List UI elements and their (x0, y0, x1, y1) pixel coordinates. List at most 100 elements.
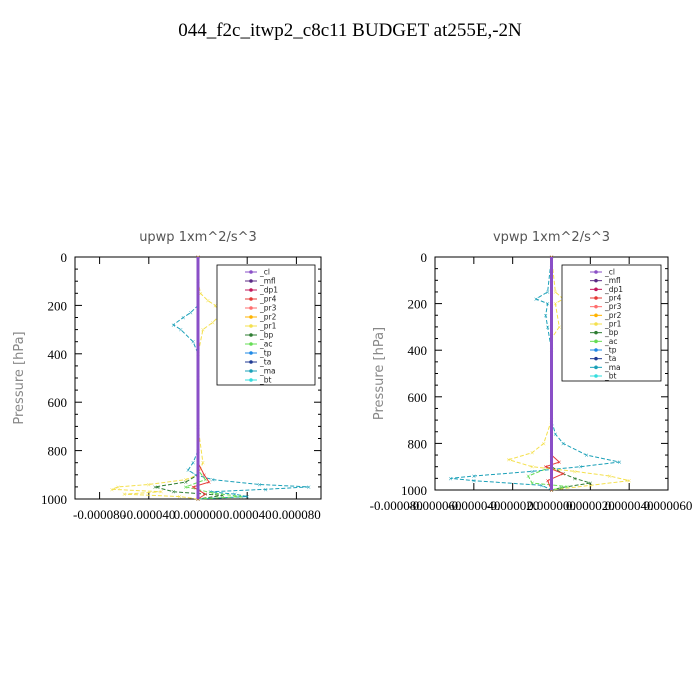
series-line_ma (450, 256, 620, 491)
y-tick-label: 1000 (41, 492, 67, 507)
x-tick-label: -0.000040 (122, 507, 175, 522)
series-point_pr4: × (207, 478, 212, 487)
legend-marker_pr3 (249, 306, 253, 310)
series-point_bp: × (588, 479, 593, 488)
series-point_pr4: × (561, 470, 566, 479)
series-point_pr1: × (177, 493, 182, 502)
series-point_ac: × (549, 486, 554, 495)
legend-label_bt: _bt (604, 372, 617, 381)
x-tick-label: 0.000000 (527, 498, 576, 513)
y-tick-label: 200 (408, 297, 428, 312)
series-point_ma: × (191, 459, 196, 468)
y-tick-label: 600 (48, 395, 68, 410)
series-point_pr1: × (507, 456, 512, 465)
series-point_pr1: × (201, 326, 206, 335)
y-tick-label: 400 (48, 347, 68, 362)
series-line_bp (551, 257, 591, 491)
series-point_ma: × (545, 288, 550, 297)
series-point_ma: × (171, 321, 176, 330)
series-line_bp (154, 257, 223, 500)
legend-label_dp1: _dp1 (604, 285, 623, 294)
legend-marker_ac (249, 342, 253, 346)
legend-label_pr3: _pr3 (259, 304, 277, 313)
x-tick-label: 0.000040 (605, 498, 654, 513)
legend-label_bp: _bp (604, 328, 619, 337)
legend-marker_dp1 (594, 287, 598, 292)
x-tick-label: -0.000060 (408, 498, 461, 513)
series-line_pr1 (507, 256, 630, 491)
series-point_pr1: × (553, 300, 558, 309)
series-point_ma: × (263, 485, 268, 494)
legend-label_ac: _ac (259, 340, 272, 349)
series-point_pr4: × (543, 463, 548, 472)
series-point_ma: × (553, 430, 558, 439)
series-point_ma: × (549, 486, 554, 495)
legend-label_ac: _ac (604, 337, 617, 346)
series-point_ma: × (257, 480, 262, 489)
series-point_ma: × (617, 458, 622, 467)
legend-marker_ma (594, 365, 598, 370)
series-point_ma: × (584, 451, 589, 460)
legend-label_bt: _bt (259, 376, 272, 385)
series-point_pr1: × (147, 480, 152, 489)
legend-label_pr4: _pr4 (259, 295, 277, 304)
series-point_ma: × (193, 471, 198, 480)
panel-title: vpwp 1xm^2/s^3 (493, 230, 610, 245)
series-point_ma: × (472, 472, 477, 481)
x-tick-label: -0.000080 (370, 498, 423, 513)
y-tick-label: 800 (48, 444, 68, 459)
series-point_ma: × (530, 467, 535, 476)
series-point_pr4: × (549, 486, 554, 495)
legend-label_pr3: _pr3 (604, 302, 622, 311)
legend-marker_pr1 (249, 324, 253, 328)
legend-label_ta: _ta (604, 354, 616, 363)
series-point_pr1: × (196, 495, 201, 504)
series-point_bp: × (153, 483, 158, 492)
series-point_pr4: × (203, 490, 208, 499)
legend-label_pr2: _pr2 (259, 313, 277, 322)
series-point_pr4: × (202, 471, 207, 480)
x-tick-label: -0.000080 (73, 507, 126, 522)
y-axis-label: Pressure [hPa] (12, 331, 27, 424)
series-point_pr1: × (557, 323, 562, 332)
series-point_ma: × (186, 466, 191, 475)
series-point_ma: × (543, 311, 548, 320)
legend-marker_bp (594, 330, 598, 335)
series-point_ma: × (540, 481, 545, 490)
series-point_ac: × (530, 479, 535, 488)
x-tick-label: 0.000080 (272, 507, 321, 522)
y-tick-label: 0 (61, 250, 68, 265)
legend-marker_ma (249, 369, 253, 373)
series-point_pr1: × (607, 472, 612, 481)
legend-label_pr1: _pr1 (604, 320, 622, 329)
legend-label_ta: _ta (259, 358, 271, 367)
y-tick-label: 400 (408, 343, 428, 358)
legend-label_ma: _ma (259, 367, 276, 376)
series-point_ac: × (211, 489, 216, 498)
series-point_pr1: × (206, 297, 211, 306)
series-point_pr4: × (191, 483, 196, 492)
series-point_bp: × (549, 486, 554, 495)
y-tick-label: 600 (408, 390, 428, 405)
series-point_ma: × (181, 314, 186, 323)
series-point_ma: × (561, 439, 566, 448)
series-point_ma: × (211, 476, 216, 485)
series-point_ma: × (188, 309, 193, 318)
series-point_pr1: × (530, 463, 535, 472)
series-point_ac: × (526, 472, 531, 481)
series-point_pr1: × (588, 481, 593, 490)
panel-title: upwp 1xm^2/s^3 (139, 230, 257, 245)
series-point_ma: × (191, 338, 196, 347)
series-point_pr1: × (541, 439, 546, 448)
series-point_ma: × (245, 493, 250, 502)
legend-label_bp: _bp (259, 331, 274, 340)
legend-marker_tp (249, 351, 253, 355)
legend-marker_dp1 (249, 288, 253, 292)
x-tick-label: 0.000040 (223, 507, 272, 522)
legend-marker_mfl (594, 278, 598, 283)
series-point_ma: × (545, 323, 550, 332)
panel-1: upwp 1xm^2/s^3 Pressure [hPa] 0 200 400 600 80… (12, 230, 322, 522)
legend-label_tp: _tp (259, 349, 272, 358)
x-tick-label: 0.000000 (174, 507, 223, 522)
